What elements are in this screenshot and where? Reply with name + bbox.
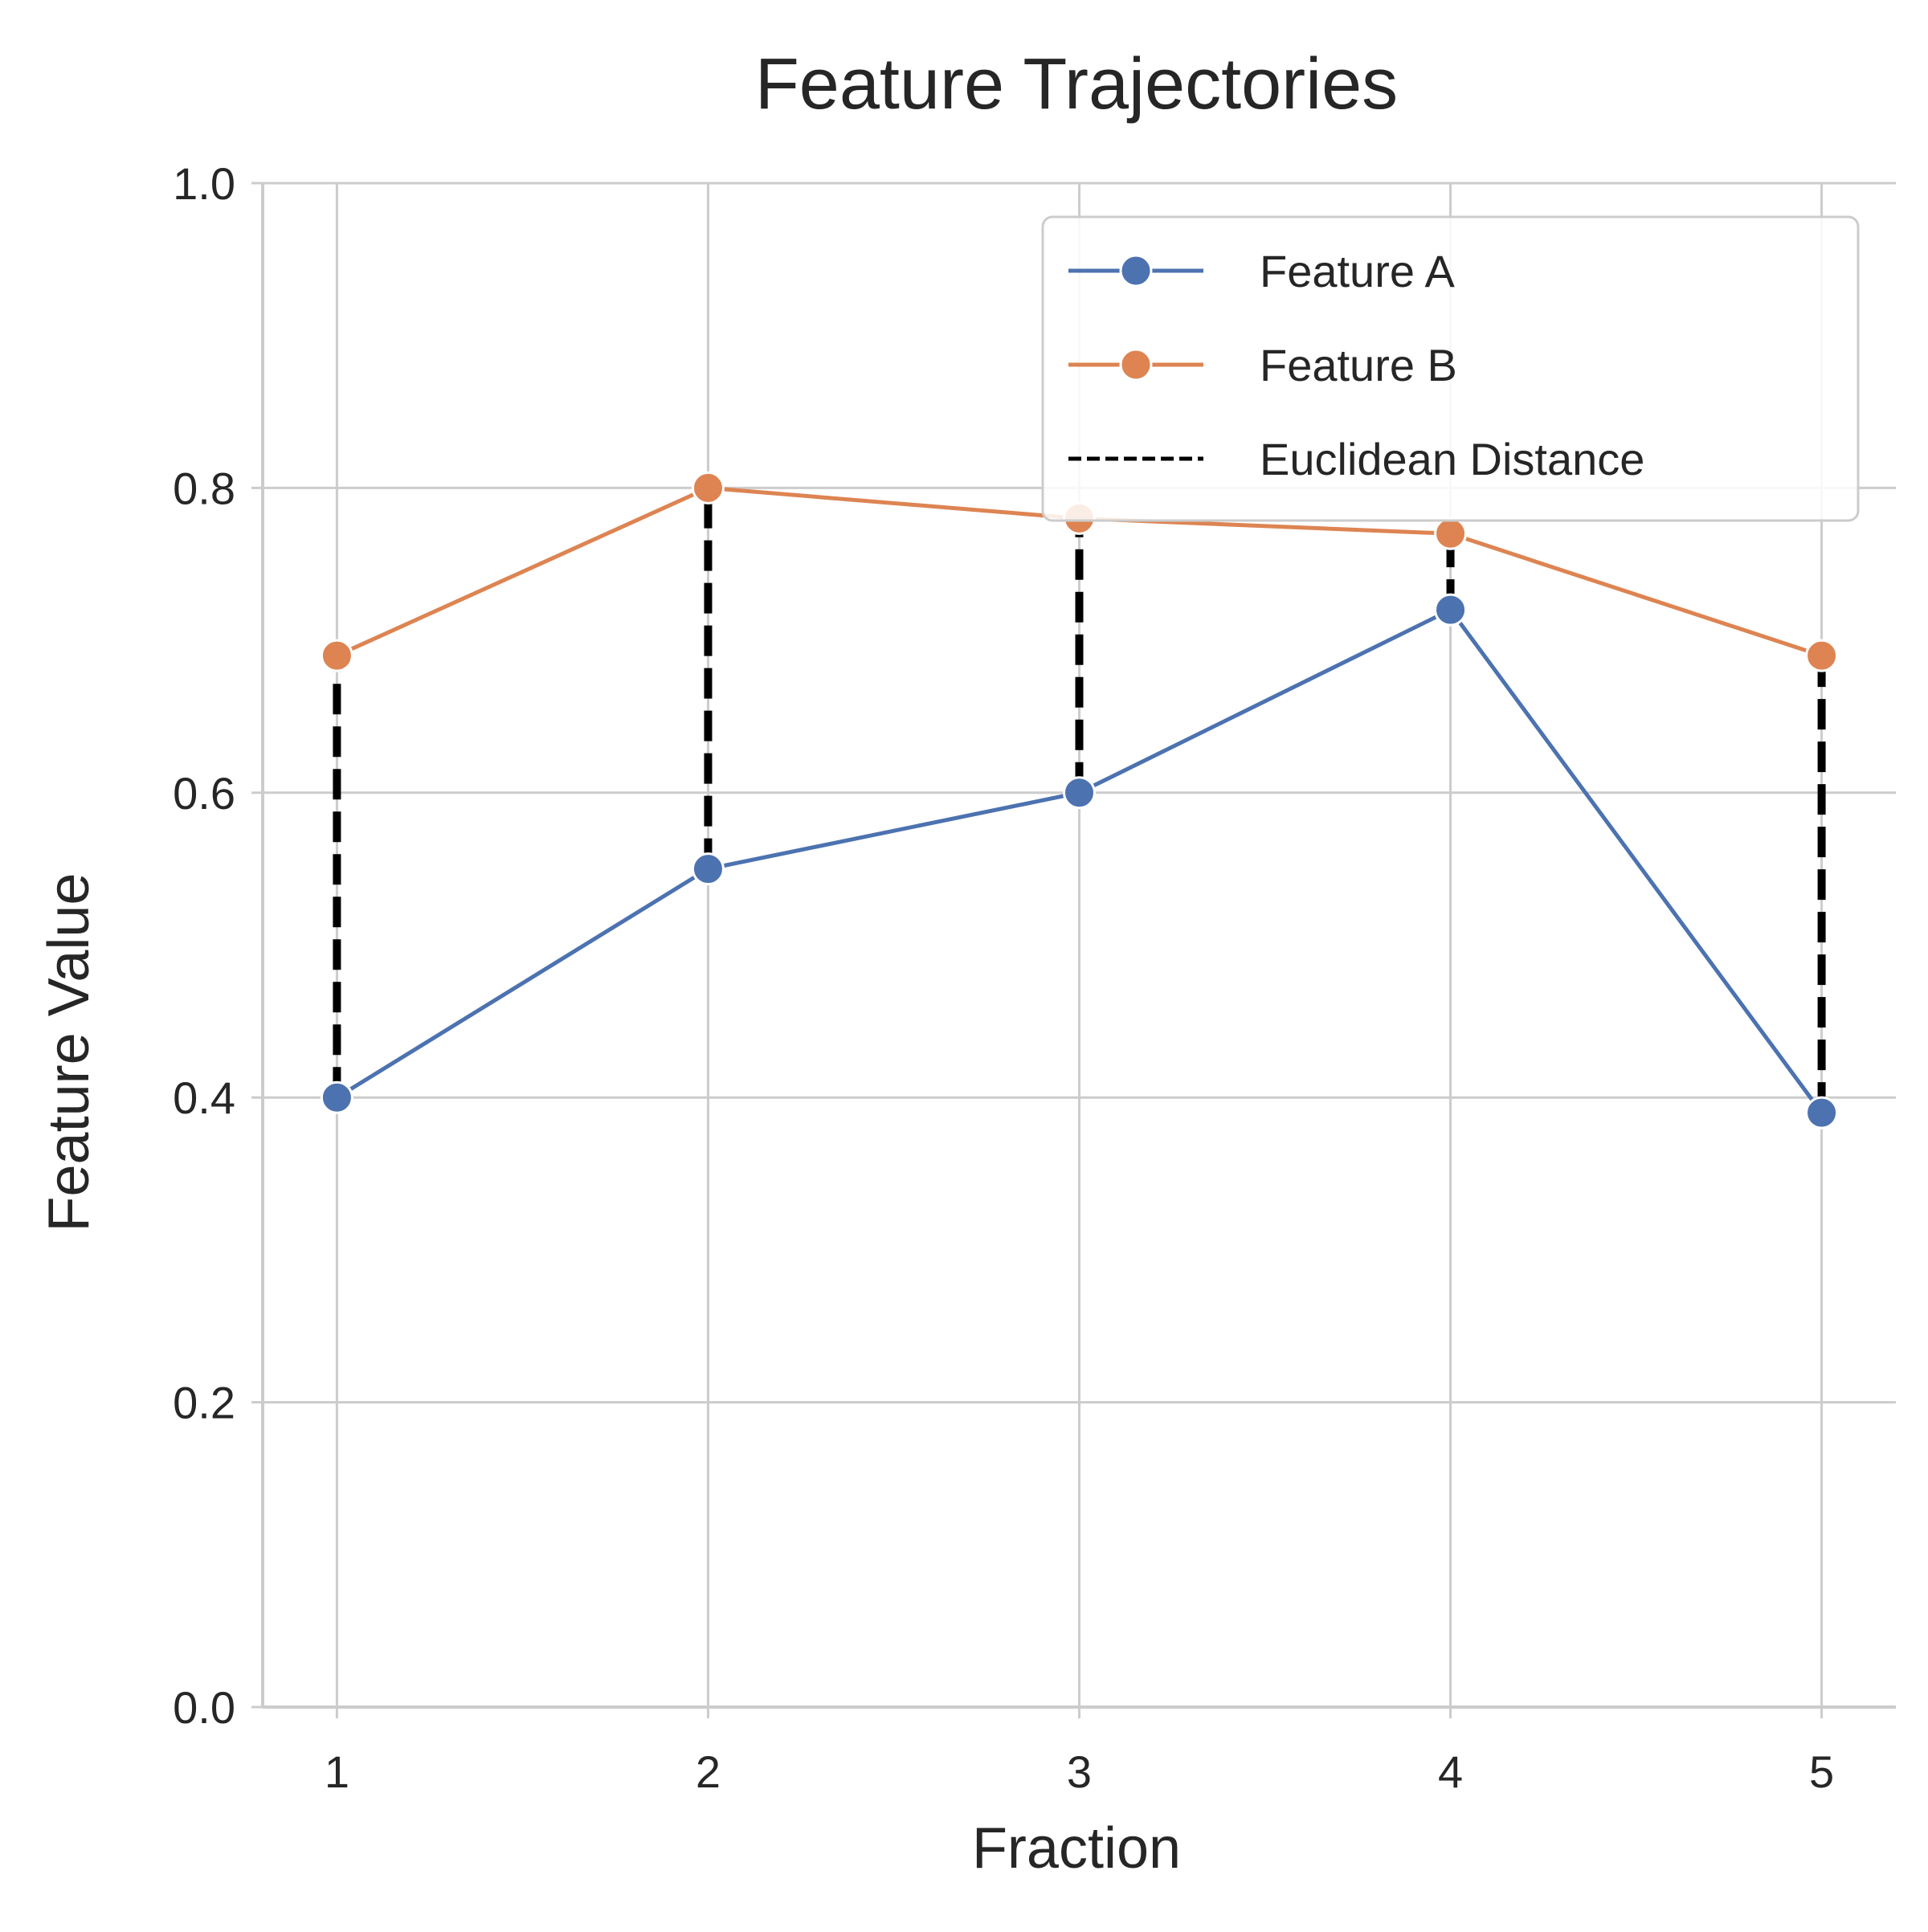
legend-label: Euclidean Distance	[1260, 434, 1644, 484]
legend-marker	[1119, 348, 1153, 382]
legend-marker	[1119, 254, 1153, 288]
y-tick-label: 1.0	[173, 158, 235, 209]
legend-box	[1041, 215, 1860, 522]
data-point	[1434, 517, 1468, 550]
legend: Feature A Feature B Euclidean Distance	[1041, 215, 1860, 522]
data-point	[320, 639, 353, 672]
legend-item-euclidean-distance: Euclidean Distance	[1068, 434, 1644, 484]
y-tick-label: 0.4	[173, 1072, 235, 1123]
axes	[251, 182, 1896, 1718]
y-axis-label: Feature Value	[37, 873, 101, 1232]
data-point	[691, 471, 725, 504]
x-tick-label: 3	[1067, 1746, 1092, 1797]
x-axis-label: Fraction	[972, 1816, 1181, 1881]
data-point	[1434, 593, 1468, 627]
x-tick-label: 2	[696, 1746, 721, 1797]
chart-title: Feature Trajectories	[755, 44, 1398, 125]
data-point	[320, 1080, 353, 1114]
y-tick-label: 0.6	[173, 768, 235, 819]
legend-label: Feature A	[1260, 246, 1455, 296]
y-tick-label: 0.2	[173, 1378, 235, 1428]
data-point	[1805, 1096, 1839, 1129]
legend-label: Feature B	[1260, 340, 1457, 390]
data-point	[1805, 639, 1839, 672]
x-tick-label: 5	[1809, 1746, 1834, 1797]
y-tick-label: 0.8	[173, 463, 235, 513]
x-tick-label: 1	[325, 1746, 349, 1797]
y-tick-label: 0.0	[173, 1682, 235, 1733]
tick-labels: 0.0 0.2 0.4 0.6 0.8 1.0 1 2 3 4 5	[173, 158, 1834, 1797]
x-tick-label: 4	[1438, 1746, 1463, 1797]
data-point	[1063, 776, 1096, 810]
legend-item-feature-b: Feature B	[1068, 340, 1457, 390]
data-point	[691, 852, 725, 886]
legend-item-feature-a: Feature A	[1068, 246, 1455, 296]
